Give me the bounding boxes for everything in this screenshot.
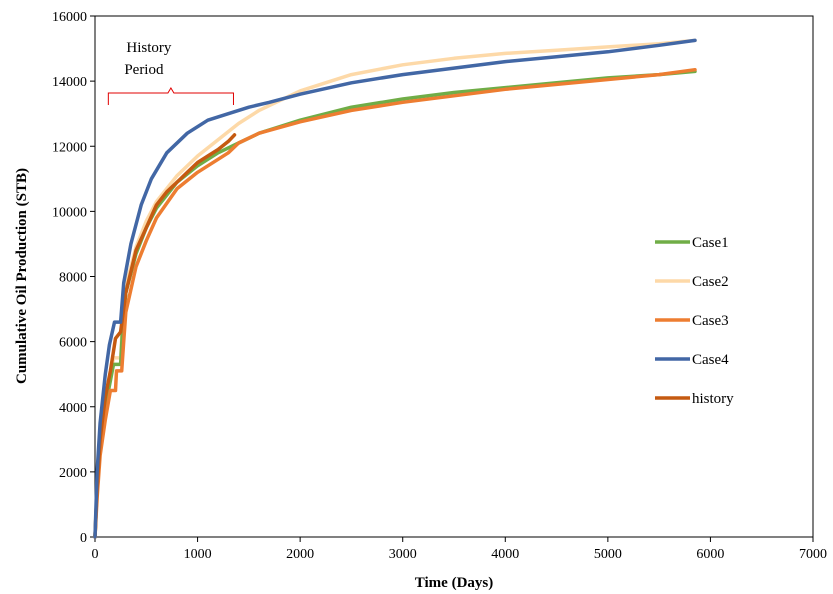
- y-axis-ticks: 0 2000 4000 6000 8000 10000 12000 14000 16000: [52, 10, 95, 546]
- plot-area: [94, 15, 814, 538]
- y-axis-title: Cumulative Oil Production (STB): [14, 168, 30, 384]
- history-period-annotation: History Period: [107, 40, 234, 105]
- x-tick-label: 5000: [594, 547, 622, 562]
- legend-label-case3: Case3: [692, 313, 729, 329]
- y-tick-label: 0: [80, 531, 87, 546]
- legend-label-history: history: [692, 391, 734, 407]
- legend-label-case4: Case4: [692, 352, 729, 368]
- x-tick-label: 7000: [799, 547, 827, 562]
- y-tick-label: 16000: [52, 10, 87, 25]
- series-line-case3: [93, 67, 697, 539]
- legend: Case1 Case2 Case3 Case4 history: [655, 235, 734, 407]
- y-tick-label: 6000: [59, 336, 87, 351]
- annotation-line-2: Period: [124, 62, 164, 78]
- x-tick-label: 4000: [491, 547, 519, 562]
- x-axis-title: Time (Days): [415, 575, 493, 591]
- x-tick-label: 0: [92, 547, 99, 562]
- y-tick-label: 10000: [52, 205, 87, 220]
- series-layer: [93, 38, 697, 539]
- history-period-brace: [107, 87, 234, 105]
- legend-label-case2: Case2: [692, 274, 729, 290]
- y-tick-label: 8000: [59, 271, 87, 286]
- y-tick-label: 4000: [59, 401, 87, 416]
- x-tick-label: 6000: [696, 547, 724, 562]
- annotation-line-1: History: [126, 40, 172, 56]
- x-axis-ticks: 0 1000 2000 3000 4000 5000 6000 7000: [92, 537, 827, 562]
- legend-label-case1: Case1: [692, 235, 729, 251]
- y-tick-label: 14000: [52, 75, 87, 90]
- series-line-history: [93, 133, 237, 539]
- y-tick-label: 12000: [52, 140, 87, 155]
- x-tick-label: 1000: [184, 547, 212, 562]
- x-tick-label: 2000: [286, 547, 314, 562]
- series-line-case4: [93, 38, 697, 539]
- x-tick-label: 3000: [389, 547, 417, 562]
- y-tick-label: 2000: [59, 466, 87, 481]
